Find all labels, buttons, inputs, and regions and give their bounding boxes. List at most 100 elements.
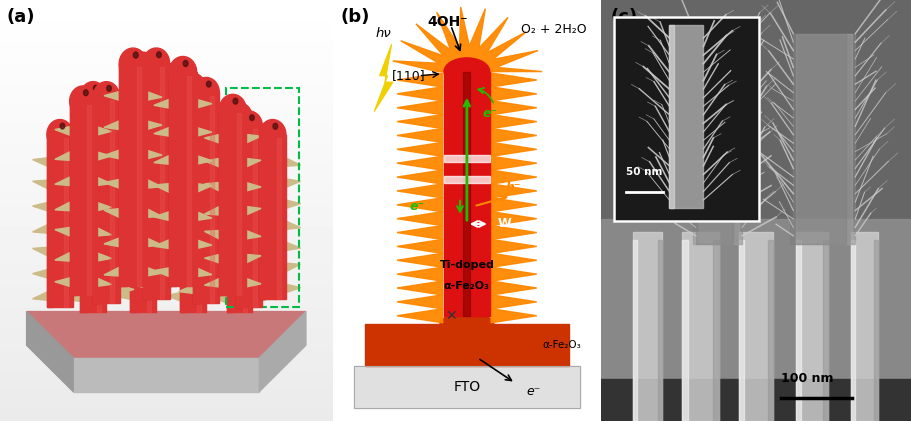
Polygon shape xyxy=(241,211,245,215)
Bar xyxy=(796,240,801,421)
Polygon shape xyxy=(186,92,189,95)
Polygon shape xyxy=(491,253,537,267)
Polygon shape xyxy=(108,189,112,192)
Bar xyxy=(277,138,281,299)
Polygon shape xyxy=(100,170,104,173)
Polygon shape xyxy=(97,152,111,160)
Polygon shape xyxy=(150,260,154,264)
Polygon shape xyxy=(147,238,162,247)
Polygon shape xyxy=(136,84,139,87)
Polygon shape xyxy=(275,171,279,175)
Polygon shape xyxy=(212,269,227,277)
Bar xyxy=(180,88,206,312)
Polygon shape xyxy=(150,209,154,213)
Ellipse shape xyxy=(227,103,252,132)
Polygon shape xyxy=(206,233,220,242)
Polygon shape xyxy=(97,202,111,211)
Polygon shape xyxy=(235,291,239,295)
Polygon shape xyxy=(87,305,91,309)
Polygon shape xyxy=(119,204,134,212)
Polygon shape xyxy=(150,84,154,88)
Polygon shape xyxy=(243,186,247,189)
Polygon shape xyxy=(104,179,119,188)
Polygon shape xyxy=(166,204,180,212)
Polygon shape xyxy=(209,270,212,273)
Polygon shape xyxy=(186,168,189,172)
Polygon shape xyxy=(209,242,212,245)
Polygon shape xyxy=(100,197,104,200)
Polygon shape xyxy=(491,170,537,184)
Polygon shape xyxy=(136,201,139,205)
Polygon shape xyxy=(166,115,180,123)
Polygon shape xyxy=(62,237,66,240)
Polygon shape xyxy=(108,170,112,173)
Polygon shape xyxy=(100,142,104,146)
Polygon shape xyxy=(96,163,99,166)
Polygon shape xyxy=(86,165,89,168)
Polygon shape xyxy=(491,156,537,170)
Polygon shape xyxy=(397,295,443,309)
Polygon shape xyxy=(106,293,120,301)
Polygon shape xyxy=(233,205,237,208)
Polygon shape xyxy=(147,121,162,130)
Polygon shape xyxy=(186,112,189,116)
Polygon shape xyxy=(251,261,255,264)
Polygon shape xyxy=(243,213,247,217)
Polygon shape xyxy=(159,147,162,150)
Polygon shape xyxy=(267,234,271,237)
Ellipse shape xyxy=(193,77,220,107)
Polygon shape xyxy=(186,281,189,284)
Polygon shape xyxy=(251,162,255,165)
Polygon shape xyxy=(227,219,230,223)
Polygon shape xyxy=(138,121,140,124)
Polygon shape xyxy=(491,142,537,156)
Bar xyxy=(633,232,662,421)
Polygon shape xyxy=(195,127,199,130)
Bar xyxy=(464,72,470,316)
Polygon shape xyxy=(235,195,239,199)
Text: O₂ + 2H₂O: O₂ + 2H₂O xyxy=(520,23,587,36)
Polygon shape xyxy=(96,248,99,252)
Polygon shape xyxy=(166,144,180,152)
Polygon shape xyxy=(275,213,279,216)
Bar xyxy=(739,232,773,421)
Text: (b): (b) xyxy=(341,8,370,27)
Polygon shape xyxy=(154,99,169,108)
Polygon shape xyxy=(241,237,245,240)
Polygon shape xyxy=(136,134,139,137)
Polygon shape xyxy=(209,112,212,115)
Polygon shape xyxy=(187,226,190,229)
Polygon shape xyxy=(146,173,148,176)
Polygon shape xyxy=(227,151,230,155)
Bar xyxy=(633,240,638,421)
Polygon shape xyxy=(243,143,247,146)
Polygon shape xyxy=(136,104,139,108)
Polygon shape xyxy=(169,154,184,163)
Polygon shape xyxy=(156,226,169,234)
Polygon shape xyxy=(96,201,99,204)
Ellipse shape xyxy=(60,123,65,129)
Text: ✕: ✕ xyxy=(445,309,456,323)
Polygon shape xyxy=(227,199,230,203)
Polygon shape xyxy=(252,269,266,277)
Polygon shape xyxy=(116,193,130,201)
Polygon shape xyxy=(267,255,271,258)
Ellipse shape xyxy=(119,48,147,80)
Polygon shape xyxy=(286,242,301,250)
Polygon shape xyxy=(100,135,104,139)
Polygon shape xyxy=(150,115,154,119)
Polygon shape xyxy=(233,262,237,265)
Polygon shape xyxy=(262,268,277,276)
Polygon shape xyxy=(108,251,112,254)
Ellipse shape xyxy=(46,120,73,149)
Polygon shape xyxy=(206,174,220,182)
Polygon shape xyxy=(233,186,237,189)
Bar xyxy=(46,134,54,307)
Polygon shape xyxy=(87,201,91,204)
Polygon shape xyxy=(195,256,199,259)
Bar xyxy=(601,379,911,421)
Polygon shape xyxy=(243,304,247,307)
Polygon shape xyxy=(200,278,204,281)
Polygon shape xyxy=(156,193,169,201)
Polygon shape xyxy=(33,270,46,278)
